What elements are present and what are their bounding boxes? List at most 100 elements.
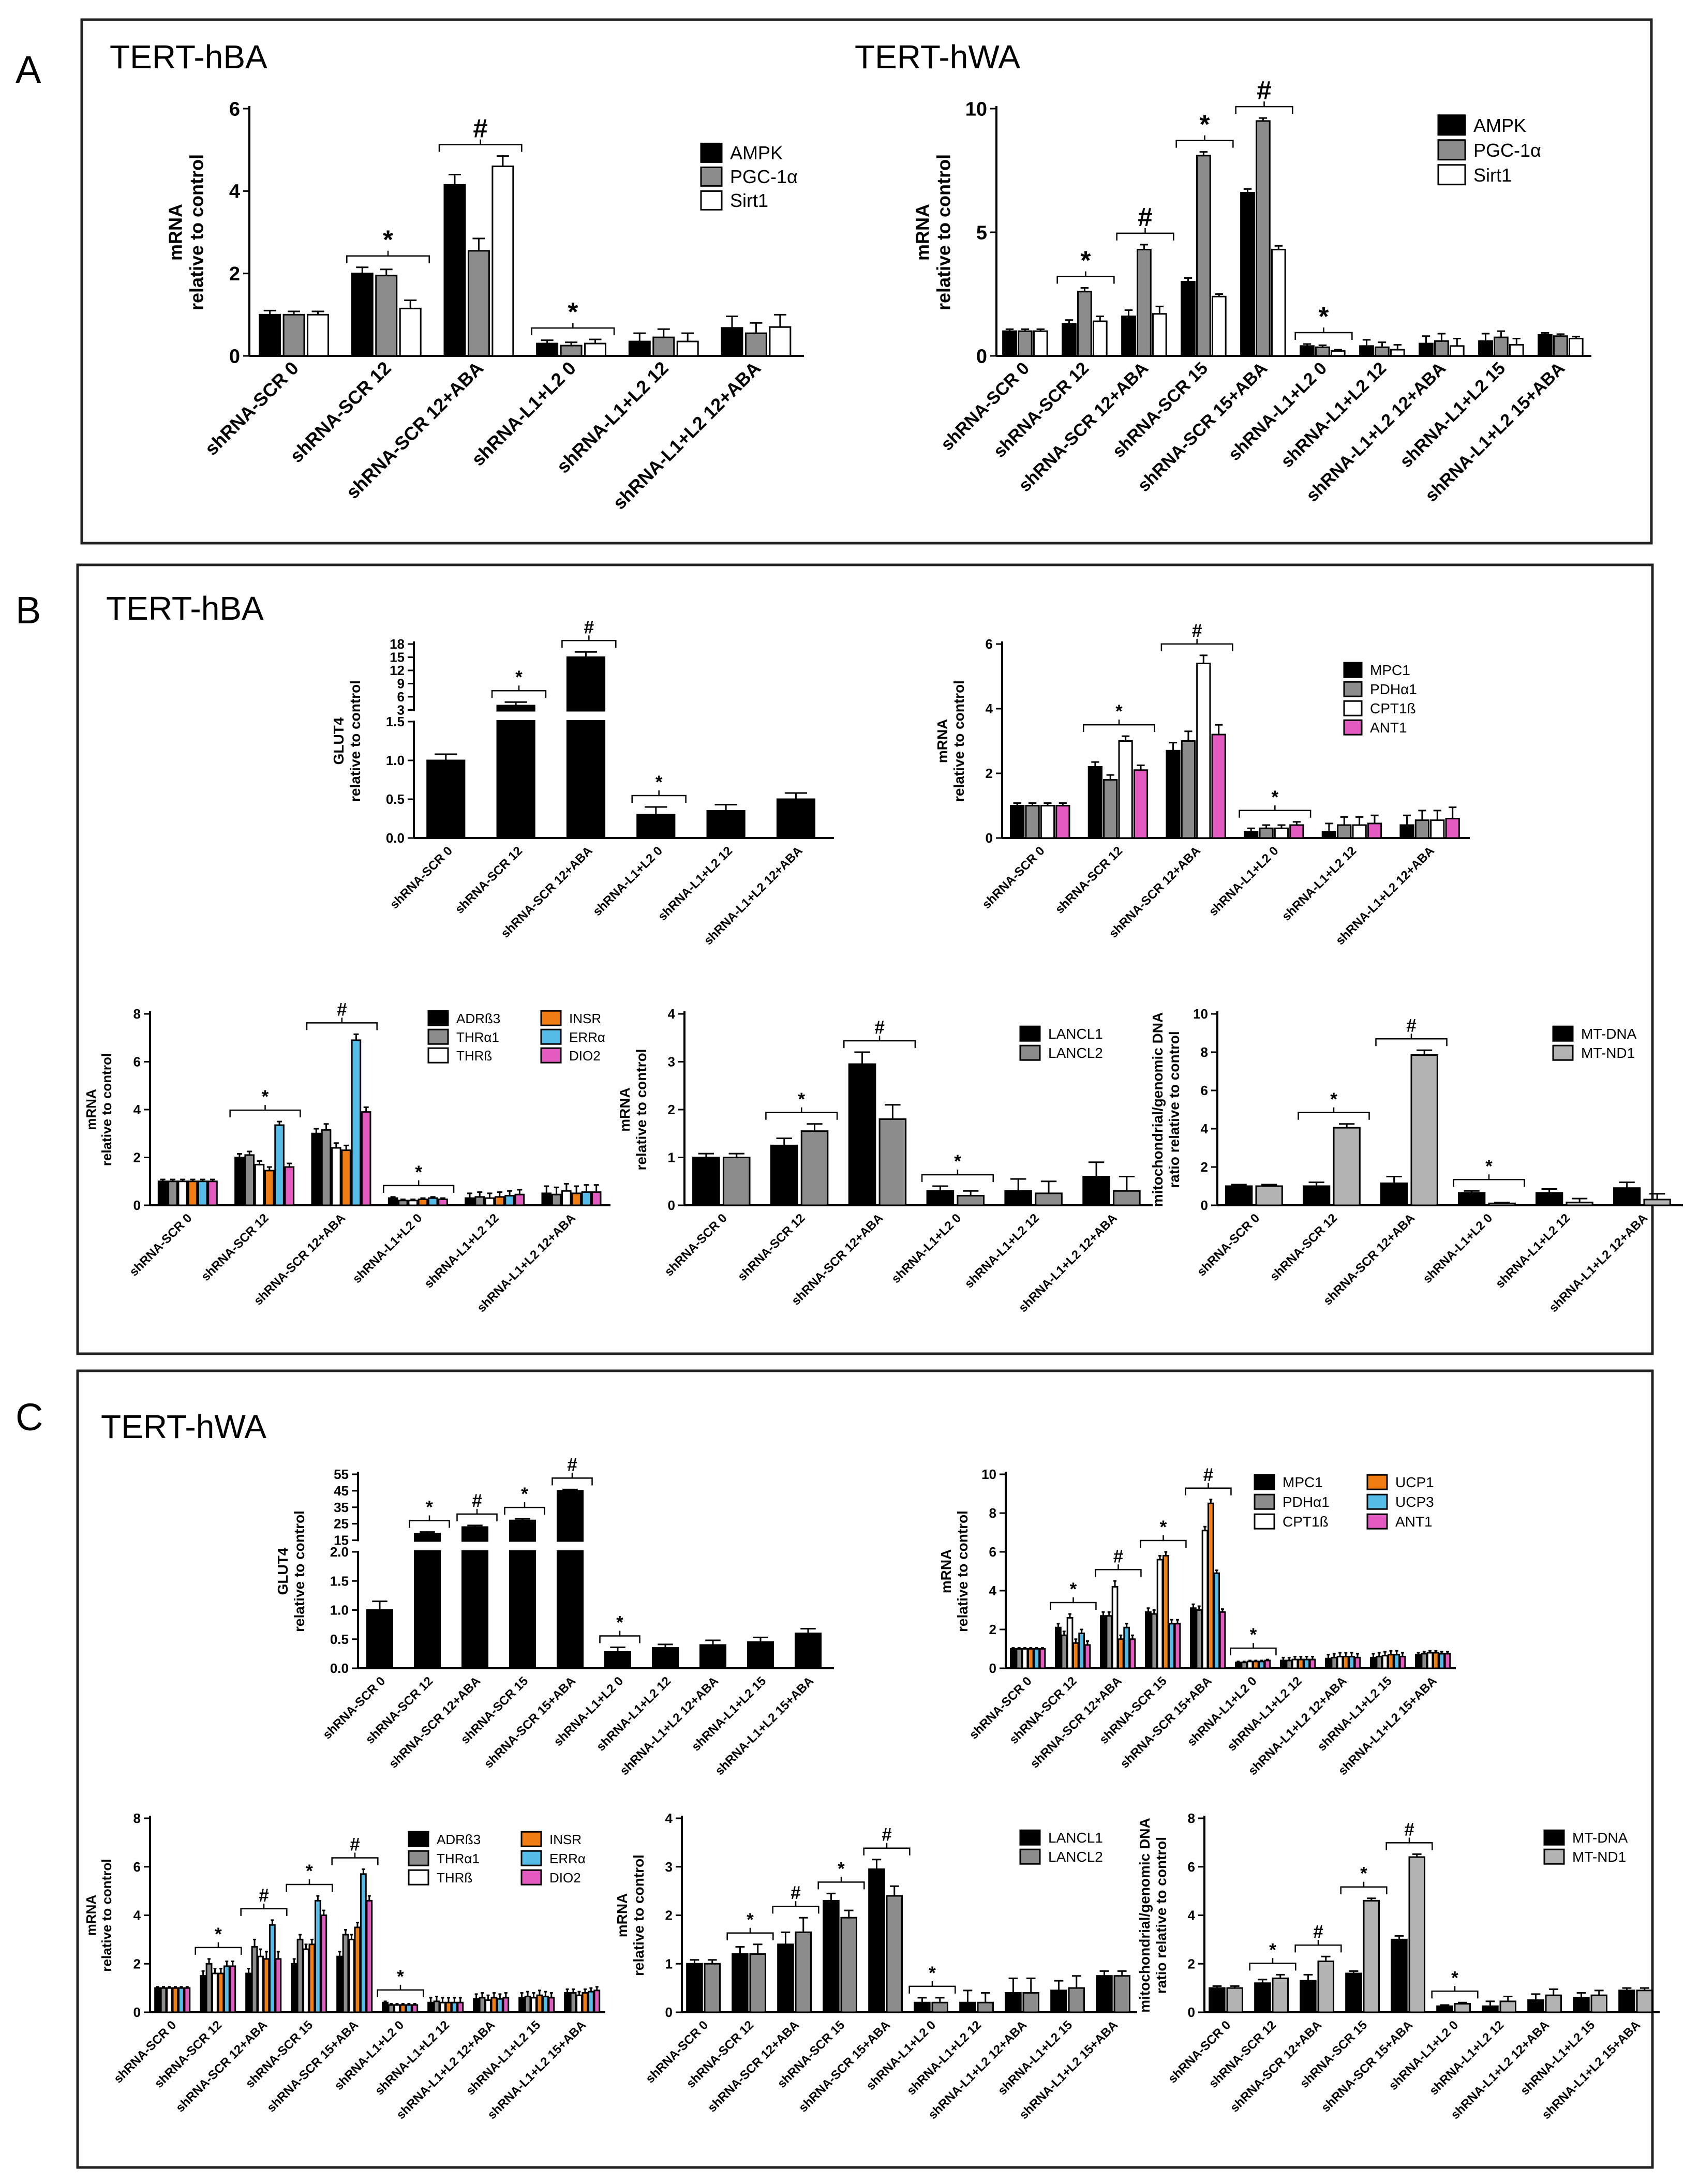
legend-label: THRα1 (456, 1029, 499, 1045)
y-tick-label: 0 (1188, 2005, 1195, 2020)
significance-mark: * (1070, 1579, 1077, 1599)
legend-swatch (1254, 1474, 1275, 1490)
bar (722, 1157, 751, 1206)
bar (1087, 766, 1103, 839)
y-axis-label: mRNA (617, 1087, 633, 1132)
legend-label: MT-ND1 (1581, 1045, 1635, 1061)
significance-mark: # (1406, 1015, 1417, 1036)
bar (398, 1200, 408, 1206)
bar (769, 326, 792, 357)
bar (1021, 1648, 1029, 1669)
significance-mark: # (1203, 1465, 1214, 1485)
bar (926, 1190, 955, 1206)
y-tick-label: 8 (133, 1006, 141, 1022)
significance-bracket (561, 640, 617, 648)
category-label: shRNA-L1+L2 12 (962, 1211, 1042, 1291)
bar (275, 1958, 282, 2013)
bar (957, 1195, 985, 1206)
bar (321, 1129, 332, 1206)
bar (1331, 1656, 1338, 1669)
bar (375, 275, 398, 357)
bar (1300, 345, 1315, 357)
significance-mark: # (567, 1455, 577, 1475)
bar (1352, 824, 1367, 839)
bar (1458, 1192, 1486, 1206)
significance-bracket (599, 1635, 640, 1643)
legend-swatch (1343, 681, 1363, 697)
significance-mark: # (1313, 1922, 1323, 1942)
category-label: shRNA-L1+L2 15+ABA (712, 1674, 816, 1778)
significance-bracket (229, 1109, 301, 1118)
bar (1196, 155, 1211, 357)
bar (977, 2001, 994, 2013)
y-tick-label: 1.5 (330, 1573, 349, 1589)
bar (443, 184, 466, 357)
y-tick-label: 0.5 (386, 791, 405, 807)
legend-label: ERRα (569, 1029, 605, 1045)
legend-swatch (520, 1831, 542, 1847)
bar (1133, 769, 1149, 839)
bar (1391, 1938, 1408, 2013)
significance-mark: * (616, 1613, 623, 1633)
bar (704, 1963, 721, 2013)
bar (1062, 323, 1077, 357)
bar (777, 1943, 794, 2013)
bar (1289, 824, 1304, 839)
bar (1568, 338, 1584, 357)
significance-bracket (1095, 1569, 1142, 1577)
bar (1113, 1190, 1141, 1206)
bar (1196, 1609, 1203, 1669)
bar (1280, 1659, 1287, 1669)
significance-bracket (765, 1112, 838, 1120)
y-tick-label: 0 (665, 2005, 673, 2020)
bar (269, 1924, 276, 2013)
bar (479, 1997, 486, 2013)
bar-break (566, 711, 606, 720)
y-axis-label: mRNA (83, 1089, 99, 1130)
chart-b5: 0 2 4 6 8 10 mitochondrial/genomic DNA ratio re… (1150, 1006, 1683, 1315)
bar-break (556, 1542, 584, 1550)
bar (541, 1192, 552, 1206)
legend-swatch (1437, 139, 1466, 161)
bar (1613, 1187, 1641, 1206)
bar (1367, 822, 1382, 839)
bar (1390, 349, 1405, 357)
bar (1321, 831, 1337, 839)
bar (732, 1953, 749, 2013)
panel-c-title: TERT-hWA (101, 1408, 266, 1445)
y-tick-label: 6 (133, 1054, 141, 1070)
y-tick-label: 2 (986, 766, 993, 781)
bar (1566, 1201, 1593, 1206)
bar (686, 1963, 703, 2013)
significance-mark: * (1200, 110, 1210, 139)
bar (536, 1994, 543, 2013)
legend-swatch (520, 1850, 542, 1866)
bar (394, 2004, 400, 2013)
bar (200, 1975, 207, 2013)
significance-bracket (726, 1932, 774, 1940)
category-label: shRNA-SCR 0 (979, 844, 1047, 911)
significance-mark: * (838, 1859, 845, 1879)
bar (291, 1963, 298, 2013)
bar (1039, 1648, 1046, 1669)
bar (168, 1180, 178, 1206)
y-axis-label: mRNA (934, 719, 950, 764)
bar (1018, 330, 1033, 357)
significance-mark: * (1319, 302, 1329, 331)
y-tick-label: 45 (334, 1483, 349, 1499)
significance-bracket (1235, 106, 1293, 114)
bar (1219, 1611, 1226, 1669)
significance-bracket (1056, 276, 1115, 284)
y-tick-label: 4 (1188, 1908, 1196, 1923)
significance-bracket (377, 1989, 424, 1997)
bar (795, 1931, 812, 2013)
bar (451, 2001, 458, 2013)
bar (1025, 805, 1040, 839)
legend-label: DIO2 (549, 1870, 581, 1886)
bar (1545, 1994, 1562, 2013)
bar (1445, 818, 1460, 839)
y-tick-label: 10 (981, 1467, 996, 1482)
